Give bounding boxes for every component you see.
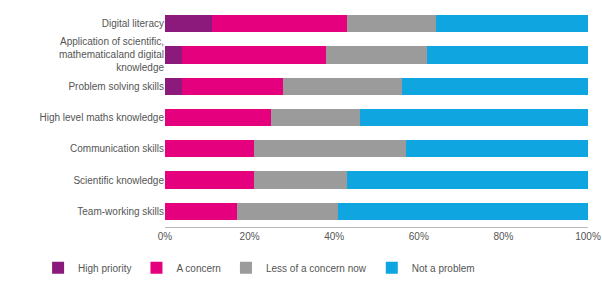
svg-text:0%: 0% — [158, 231, 173, 242]
svg-text:A concern: A concern — [176, 263, 220, 274]
svg-text:Team-working skills: Team-working skills — [77, 206, 164, 217]
svg-text:60%: 60% — [409, 231, 429, 242]
svg-text:Less of a concern now: Less of a concern now — [266, 263, 367, 274]
svg-text:Not a problem: Not a problem — [412, 263, 475, 274]
svg-text:High level maths knowledge: High level maths knowledge — [39, 112, 164, 123]
svg-text:Problem solving skills: Problem solving skills — [68, 81, 164, 92]
svg-text:40%: 40% — [324, 231, 344, 242]
svg-text:20%: 20% — [240, 231, 260, 242]
svg-text:80%: 80% — [493, 231, 513, 242]
svg-text:High priority: High priority — [78, 263, 131, 274]
svg-text:Digital literacy: Digital literacy — [102, 18, 164, 29]
svg-text:100%: 100% — [575, 231, 601, 242]
svg-text:Communication skills: Communication skills — [70, 143, 164, 154]
svg-text:Scientific knowledge: Scientific knowledge — [73, 175, 164, 186]
svg-text:Application of scientific,math: Application of scientific,mathematicalan… — [59, 36, 165, 73]
